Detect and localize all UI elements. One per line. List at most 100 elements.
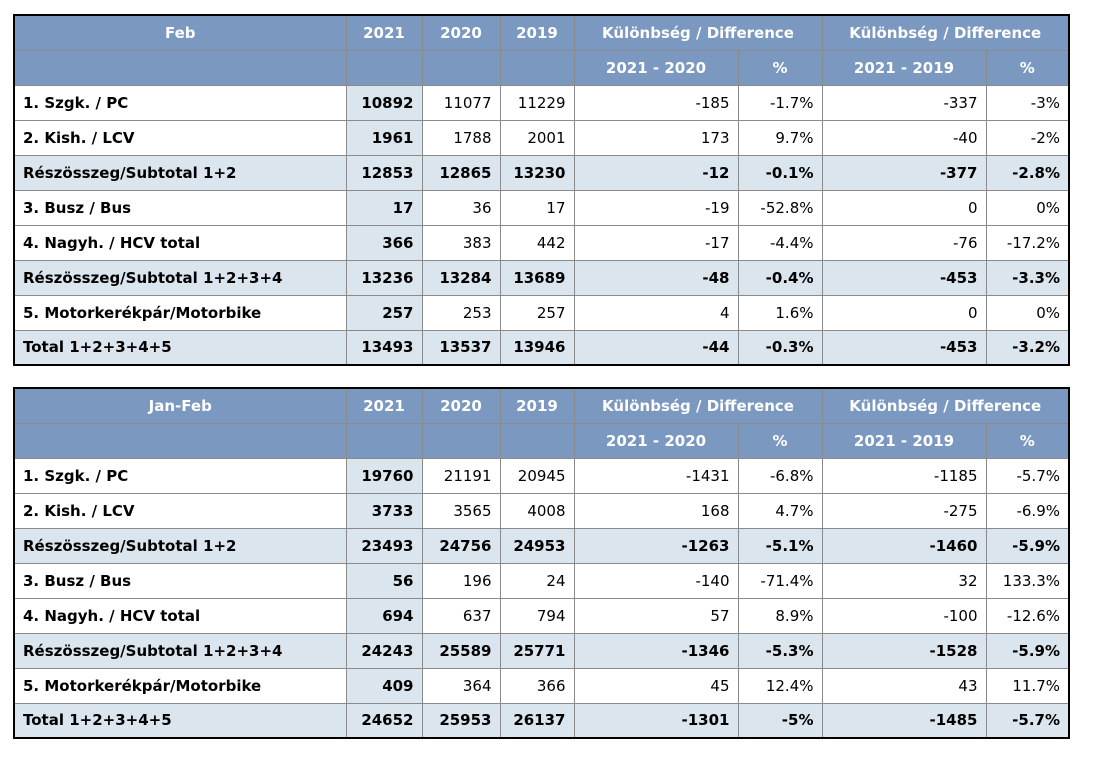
header-row-top: Feb 2021 2020 2019 Különbség / Difference Kül…: [13, 14, 1070, 51]
value-2021-cell: 257: [345, 294, 423, 331]
period-title: Feb: [13, 14, 347, 51]
value-2019-cell: 24: [499, 562, 575, 599]
pct-2021-2019-cell: -2.8%: [985, 154, 1070, 191]
row-label-cell: 4. Nagyh. / HCV total: [13, 597, 347, 634]
value-2019-cell: 366: [499, 667, 575, 704]
table-body: 1. Szgk. / PC 10892 11077 11229 -185 -1.7% -33…: [13, 84, 1070, 366]
value-2021-cell: 3733: [345, 492, 423, 529]
pct-2021-2020-cell: -0.4%: [737, 259, 823, 296]
row-label-cell: 5. Motorkerékpár/Motorbike: [13, 667, 347, 704]
value-2019-cell: 13230: [499, 154, 575, 191]
pct-2021-2019-cell: -3.3%: [985, 259, 1070, 296]
row-label-cell: Részösszeg/Subtotal 1+2: [13, 527, 347, 564]
row-label-cell: 2. Kish. / LCV: [13, 492, 347, 529]
value-2021-cell: 24243: [345, 632, 423, 669]
pct-2021-2019-cell: 133.3%: [985, 562, 1070, 599]
pct-2021-2020-cell: -1.7%: [737, 84, 823, 121]
row-label-cell: 5. Motorkerékpár/Motorbike: [13, 294, 347, 331]
diff-2021-2019-cell: 43: [821, 667, 987, 704]
value-2021-cell: 694: [345, 597, 423, 634]
diff-subheader: 2021 - 2019: [821, 49, 987, 86]
diff-2021-2020-cell: 168: [573, 492, 739, 529]
diff-2021-2020-cell: -140: [573, 562, 739, 599]
diff-2021-2020-cell: -44: [573, 329, 739, 366]
diff-subheader: 2021 - 2020: [573, 422, 739, 459]
value-2019-cell: 20945: [499, 457, 575, 494]
value-2021-cell: 56: [345, 562, 423, 599]
diff-2021-2019-cell: 0: [821, 294, 987, 331]
value-2021-cell: 24652: [345, 702, 423, 739]
table-row: 2. Kish. / LCV 3733 3565 4008 168 4.7% -275 -6.…: [13, 492, 1070, 529]
pct-2021-2020-cell: -0.1%: [737, 154, 823, 191]
value-2020-cell: 364: [421, 667, 501, 704]
pct-2021-2019-cell: -3.2%: [985, 329, 1070, 366]
row-label-cell: 2. Kish. / LCV: [13, 119, 347, 156]
pct-2021-2020-cell: -5.3%: [737, 632, 823, 669]
header-row-sub: 2021 - 2020% 2021 - 2019%: [13, 49, 1070, 86]
header-row-sub: 2021 - 2020% 2021 - 2019%: [13, 422, 1070, 459]
pct-2021-2020-cell: 1.6%: [737, 294, 823, 331]
diff-2021-2019-cell: -377: [821, 154, 987, 191]
diff-2021-2020-cell: -17: [573, 224, 739, 261]
pct-2021-2020-cell: -5.1%: [737, 527, 823, 564]
diff-2021-2020-cell: 173: [573, 119, 739, 156]
pct-subheader: %: [737, 422, 823, 459]
empty-year-header-2020: [421, 49, 501, 86]
diff-2021-2020-cell: -19: [573, 189, 739, 226]
value-2020-cell: 253: [421, 294, 501, 331]
table-row: 1. Szgk. / PC 10892 11077 11229 -185 -1.7% -33…: [13, 84, 1070, 121]
year-header-2021: 2021: [345, 387, 423, 424]
value-2021-cell: 366: [345, 224, 423, 261]
value-2019-cell: 26137: [499, 702, 575, 739]
table-header: Feb 2021 2020 2019 Különbség / Difference Kül…: [13, 14, 1070, 86]
year-header-2020: 2020: [421, 14, 501, 51]
value-2020-cell: 383: [421, 224, 501, 261]
value-2019-cell: 257: [499, 294, 575, 331]
pct-2021-2019-cell: -12.6%: [985, 597, 1070, 634]
value-2021-cell: 13493: [345, 329, 423, 366]
value-2019-cell: 442: [499, 224, 575, 261]
value-2021-cell: 10892: [345, 84, 423, 121]
pct-2021-2019-cell: -5.9%: [985, 527, 1070, 564]
header-row-top: Jan-Feb 2021 2020 2019 Különbség / Differenc…: [13, 387, 1070, 424]
pct-2021-2019-cell: 0%: [985, 294, 1070, 331]
row-label-cell: 3. Busz / Bus: [13, 189, 347, 226]
value-2020-cell: 13284: [421, 259, 501, 296]
diff-2021-2020-cell: -1301: [573, 702, 739, 739]
table-row: 4. Nagyh. / HCV total 366 383 442 -17 -4.4% -7…: [13, 224, 1070, 261]
diff-2021-2019-cell: -1485: [821, 702, 987, 739]
difference-group-header-2019: Különbség / Difference: [821, 387, 1070, 424]
pct-2021-2020-cell: -4.4%: [737, 224, 823, 261]
value-2019-cell: 11229: [499, 84, 575, 121]
value-2019-cell: 13689: [499, 259, 575, 296]
subtotal-row: Részösszeg/Subtotal 1+2 23493 24756 24953 -1…: [13, 527, 1070, 564]
value-2020-cell: 25589: [421, 632, 501, 669]
difference-group-header-2020: Különbség / Difference: [573, 387, 823, 424]
pct-2021-2019-cell: 11.7%: [985, 667, 1070, 704]
diff-2021-2019-cell: -76: [821, 224, 987, 261]
year-header-2019: 2019: [499, 14, 575, 51]
value-2021-cell: 409: [345, 667, 423, 704]
diff-2021-2019-cell: -453: [821, 259, 987, 296]
value-2020-cell: 25953: [421, 702, 501, 739]
diff-2021-2020-cell: -185: [573, 84, 739, 121]
diff-2021-2019-cell: -100: [821, 597, 987, 634]
pct-2021-2019-cell: -2%: [985, 119, 1070, 156]
pct-2021-2020-cell: -6.8%: [737, 457, 823, 494]
value-2020-cell: 3565: [421, 492, 501, 529]
subtotal-row: Total 1+2+3+4+5 13493 13537 13946 -44 -0.3% -4…: [13, 329, 1070, 366]
diff-2021-2019-cell: -1528: [821, 632, 987, 669]
pct-2021-2019-cell: -5.7%: [985, 702, 1070, 739]
table-body: 1. Szgk. / PC 19760 21191 20945 -1431 -6.8% -1…: [13, 457, 1070, 739]
subtotal-row: Részösszeg/Subtotal 1+2+3+4 24243 25589 257…: [13, 632, 1070, 669]
year-header-2021: 2021: [345, 14, 423, 51]
pct-2021-2020-cell: 4.7%: [737, 492, 823, 529]
value-2021-cell: 1961: [345, 119, 423, 156]
value-2019-cell: 794: [499, 597, 575, 634]
value-2020-cell: 24756: [421, 527, 501, 564]
value-2020-cell: 11077: [421, 84, 501, 121]
row-label-cell: Részösszeg/Subtotal 1+2: [13, 154, 347, 191]
value-2021-cell: 19760: [345, 457, 423, 494]
pct-2021-2020-cell: -71.4%: [737, 562, 823, 599]
subtotal-row: Részösszeg/Subtotal 1+2 12853 12865 13230 -1…: [13, 154, 1070, 191]
